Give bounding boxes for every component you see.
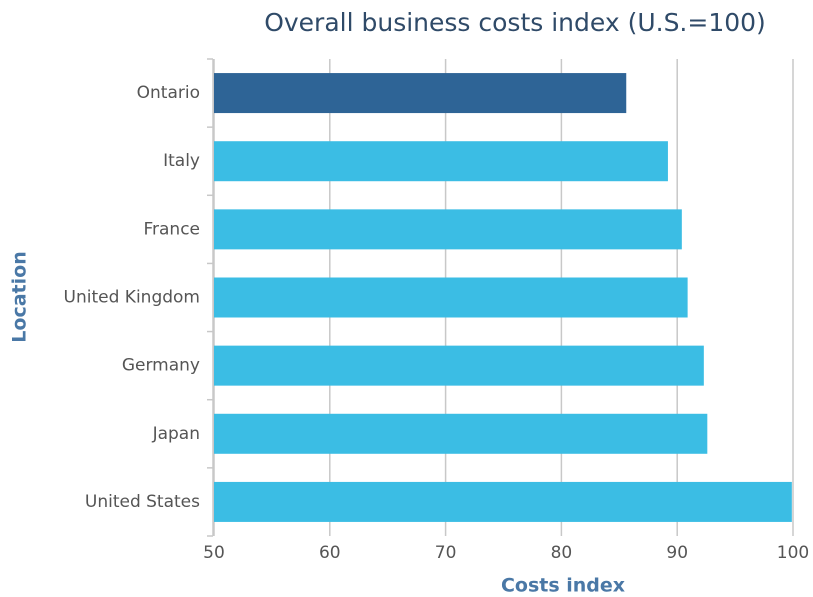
x-tick-label: 100: [777, 543, 809, 563]
chart-title: Overall business costs index (U.S.=100): [264, 8, 766, 37]
x-tick-label: 70: [435, 543, 457, 563]
x-tick-label: 90: [666, 543, 688, 563]
x-tick-label: 60: [319, 543, 341, 563]
bar: [214, 141, 668, 182]
bar: [214, 413, 708, 454]
y-tick-label: United Kingdom: [64, 288, 200, 308]
x-axis-title: Costs index: [501, 575, 625, 597]
y-tick-label: Japan: [152, 424, 200, 444]
bar: [214, 209, 682, 250]
x-tick-label: 50: [203, 543, 225, 563]
y-tick-label: Germany: [122, 356, 200, 376]
y-tick-label: Ontario: [137, 83, 200, 103]
y-tick-label: United States: [85, 492, 200, 512]
bar: [214, 345, 704, 386]
y-tick-label: France: [143, 219, 200, 239]
bar: [214, 277, 688, 318]
y-tick-label: Italy: [163, 151, 200, 171]
y-axis-title: Location: [9, 251, 31, 342]
bar: [214, 481, 792, 522]
bar: [214, 73, 627, 114]
x-tick-label: 80: [551, 543, 573, 563]
